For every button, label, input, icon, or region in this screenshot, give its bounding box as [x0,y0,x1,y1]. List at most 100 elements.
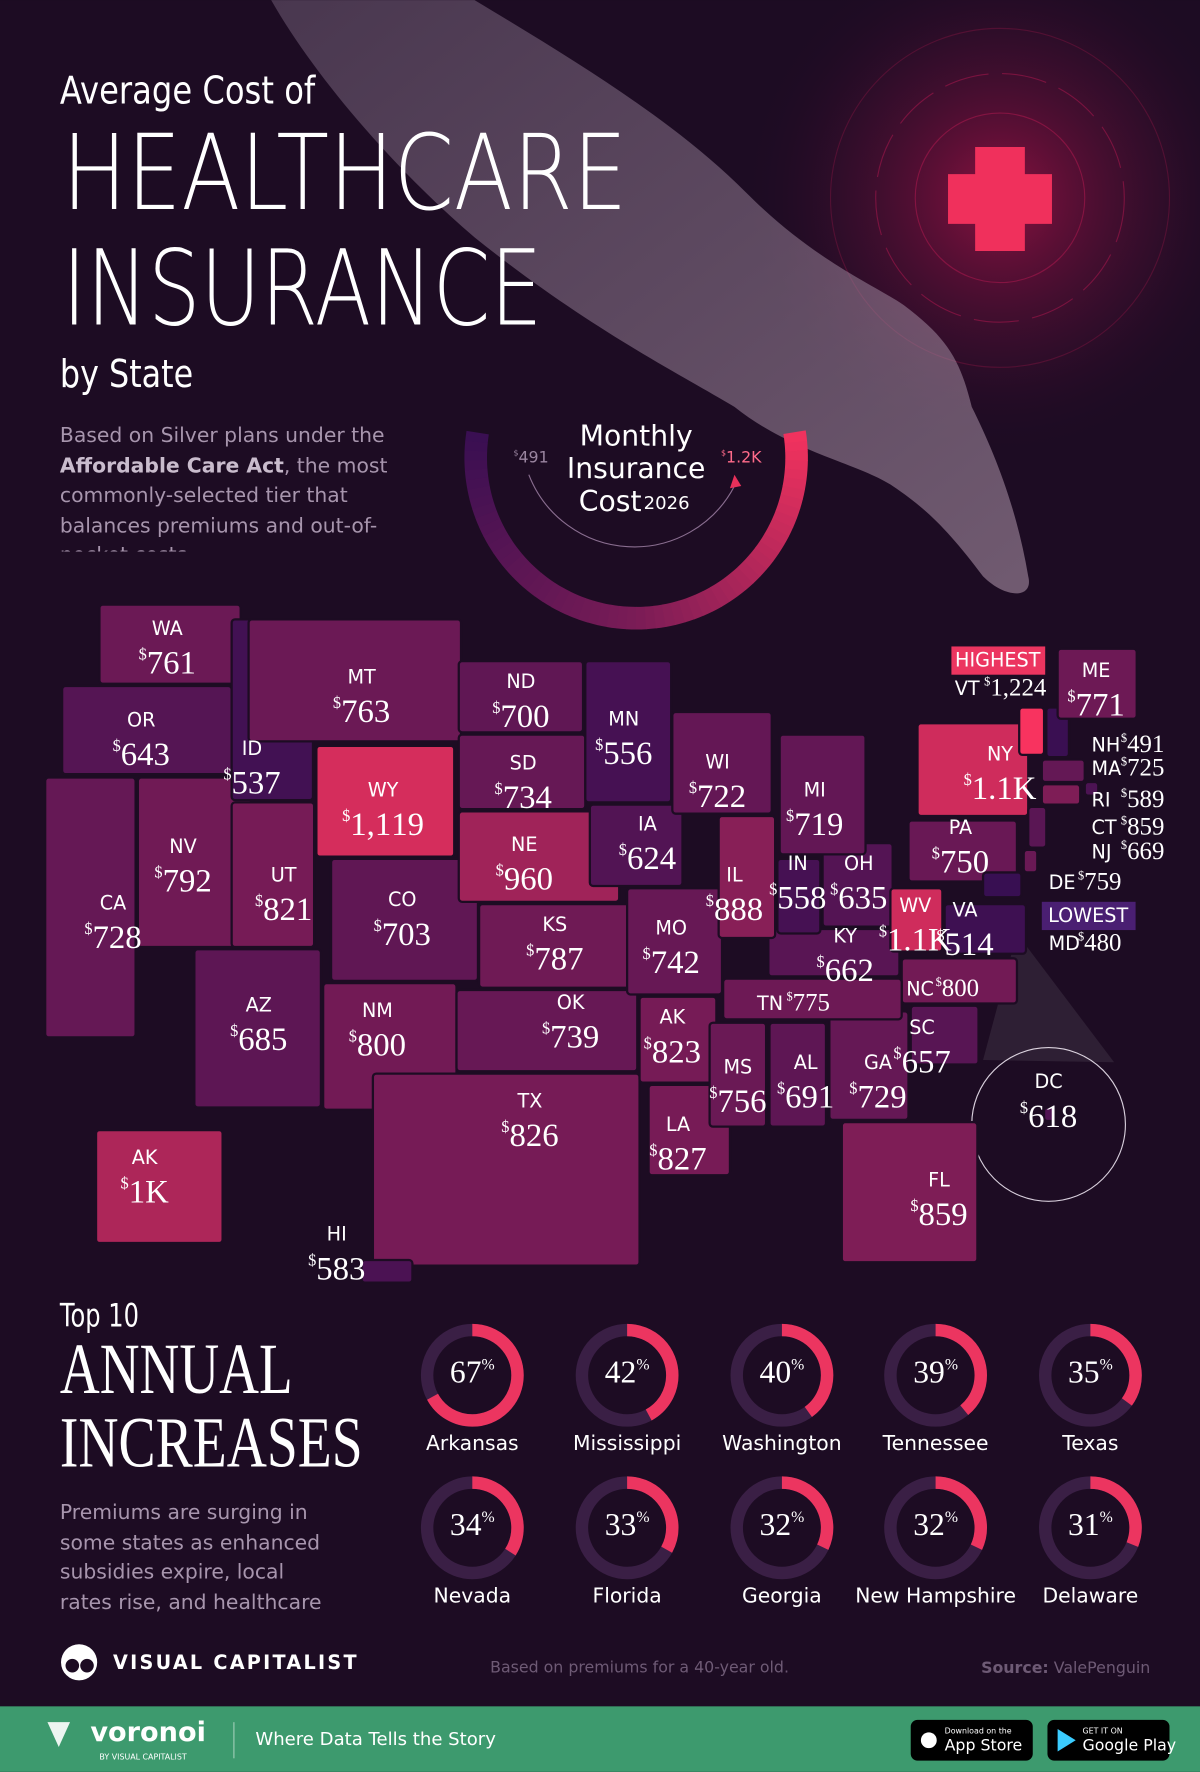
digit: 1 [887,922,903,958]
digit: , [1003,674,1009,701]
digit: 4 [605,1355,621,1390]
legend-title: Insurance [567,452,706,485]
state-code: CA [100,892,127,915]
legend-segment [479,518,504,537]
state-code: AK [132,1146,158,1169]
unit: % [1100,1356,1113,1373]
legend-arrowhead [729,474,742,489]
digit: 8 [652,1034,668,1070]
digit: 9 [1140,731,1152,758]
donut-arc [575,1323,679,1427]
digit: 6 [636,736,652,772]
digit: 5 [956,844,972,880]
digit: 3 [374,694,390,730]
state-value: $800 [349,1027,406,1063]
unit: $ [817,952,825,971]
digit: 8 [357,1027,373,1063]
digit: . [988,771,996,807]
state-code: ME [1082,659,1111,682]
unit: $ [706,891,714,910]
digit: 0 [954,975,966,1002]
donut-value: 31% [1068,1507,1113,1542]
digit: 6 [825,953,841,989]
legend-segment [464,468,489,481]
state-value: $800 [936,975,979,1002]
state-code: ND [506,670,535,693]
unit: $ [709,1083,717,1102]
google-play-badge[interactable] [1047,1719,1170,1761]
donut-category: Nevada [434,1584,512,1608]
digit: 7 [1084,868,1096,895]
medical-cross [948,147,1052,251]
digit: 7 [794,807,810,843]
digit: 7 [550,1019,566,1055]
title-bottom: by State [60,352,193,397]
state-value: $491 [1121,731,1164,758]
digit: 5 [1152,754,1164,781]
state-value: $722 [689,778,746,814]
state-code: NJ [1092,841,1112,864]
legend-segment [772,509,797,528]
state [1042,1106,1057,1123]
title-top: Average Cost of [60,68,317,113]
digit: 8 [942,975,954,1002]
digit: 4 [660,841,676,877]
legend-max: $1.2K [721,447,762,466]
donut-arc [1038,1323,1142,1427]
digit: 7 [805,989,817,1016]
brand: VISUAL CAPITALIST [61,1644,359,1681]
legend-segment [661,602,676,627]
unit: $ [349,1027,357,1046]
state-code: LA [666,1113,690,1136]
digit: 6 [1140,838,1152,865]
highest-label: HIGHEST [955,649,1041,672]
state-value: $821 [255,891,312,927]
digit: 9 [951,1197,967,1233]
digit: 0 [973,844,989,880]
digit: 7 [503,780,519,816]
unit: $ [374,916,382,935]
app-store-badge[interactable] [910,1719,1033,1761]
state [708,1021,768,1128]
unit: $ [1121,731,1127,745]
state [981,871,1023,899]
digit: 5 [945,927,961,963]
digit: 0 [967,975,979,1002]
digit: 3 [760,1507,776,1542]
state-value: $1.1K [964,770,1037,806]
unit: $ [121,1174,129,1193]
digit: 3 [621,1507,637,1542]
donut-arc [420,1323,524,1427]
brand-name: VISUAL CAPITALIST [113,1651,359,1674]
state-value: $734 [495,779,552,815]
digit: 2 [1021,674,1033,701]
digit: 3 [154,737,170,773]
state-code: CT [1092,816,1117,839]
play-icon [1057,1728,1076,1752]
digit: 1 [375,807,391,843]
state-value: $1,119 [342,806,424,842]
state-value: $787 [526,941,583,977]
unit: $ [879,922,887,941]
state-value: $823 [644,1034,701,1070]
digit: 6 [1028,1098,1044,1134]
state-value: $618 [1020,1098,1077,1134]
state-value: $888 [706,891,763,927]
state [776,857,822,935]
unit: $ [786,989,792,1003]
title-main: HEALTHCARE [62,113,627,234]
donut-arc [884,1323,988,1427]
source-name: ValePenguin [1054,1657,1151,1676]
digit: 8 [551,941,567,977]
digit: 7 [466,1355,482,1390]
brand-logo [65,1658,80,1673]
state-code: AL [794,1051,818,1074]
state-value: $703 [374,916,431,952]
unit: $ [1078,868,1084,882]
donut-arc [575,1476,679,1580]
state-code: HI [327,1223,347,1246]
state [1083,780,1100,797]
legend-segment [519,566,542,591]
voronoi-logo: voronoi [90,1717,206,1748]
